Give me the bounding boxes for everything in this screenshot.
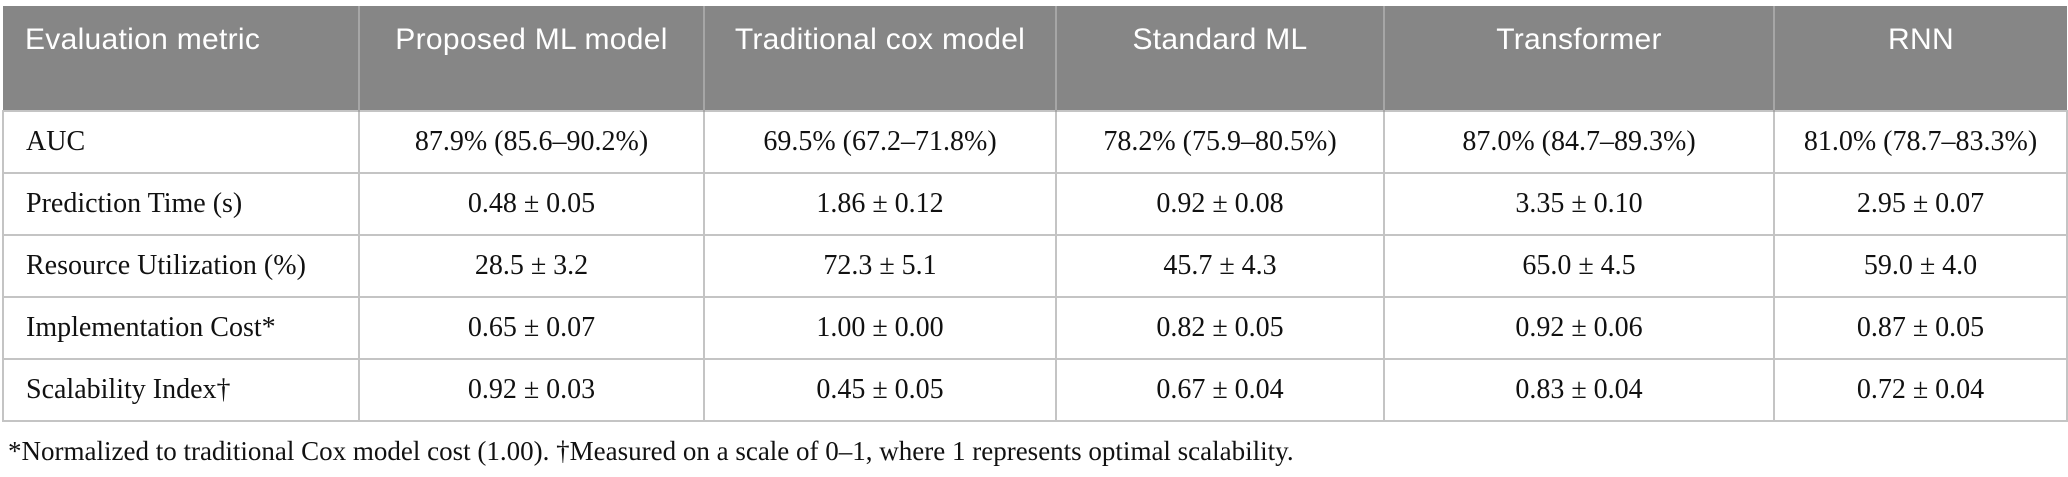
- value-cell: 0.45 ± 0.05: [703, 358, 1057, 422]
- header-cell-standard-ml: Standard ML: [1056, 6, 1385, 111]
- value-cell: 0.65 ± 0.07: [358, 296, 705, 360]
- value-cell: 0.83 ± 0.04: [1383, 358, 1775, 422]
- value-cell: 0.87 ± 0.05: [1773, 296, 2068, 360]
- table-row-prediction-time: Prediction Time (s) 0.48 ± 0.05 1.86 ± 0…: [2, 172, 2068, 236]
- value-cell: 69.5% (67.2–71.8%): [703, 110, 1057, 174]
- value-cell: 0.92 ± 0.03: [358, 358, 705, 422]
- metric-cell: Implementation Cost*: [2, 296, 360, 360]
- value-cell: 78.2% (75.9–80.5%): [1055, 110, 1385, 174]
- value-cell: 1.86 ± 0.12: [703, 172, 1057, 236]
- value-cell: 28.5 ± 3.2: [358, 234, 705, 298]
- table-row-implementation-cost: Implementation Cost* 0.65 ± 0.07 1.00 ± …: [2, 296, 2068, 360]
- model-comparison-table: Evaluation metric Proposed ML model Trad…: [2, 6, 2068, 422]
- value-cell: 0.72 ± 0.04: [1773, 358, 2068, 422]
- value-cell: 0.48 ± 0.05: [358, 172, 705, 236]
- value-cell: 1.00 ± 0.00: [703, 296, 1057, 360]
- value-cell: 59.0 ± 4.0: [1773, 234, 2068, 298]
- value-cell: 87.0% (84.7–89.3%): [1383, 110, 1775, 174]
- header-cell-rnn: RNN: [1774, 6, 2067, 111]
- value-cell: 87.9% (85.6–90.2%): [358, 110, 705, 174]
- metric-cell: Prediction Time (s): [2, 172, 360, 236]
- value-cell: 72.3 ± 5.1: [703, 234, 1057, 298]
- value-cell: 0.82 ± 0.05: [1055, 296, 1385, 360]
- table-footnote: *Normalized to traditional Cox model cos…: [8, 436, 1294, 466]
- header-cell-proposed-ml-model: Proposed ML model: [359, 6, 705, 111]
- value-cell: 65.0 ± 4.5: [1383, 234, 1775, 298]
- metric-cell: Resource Utilization (%): [2, 234, 360, 298]
- header-cell-transformer: Transformer: [1384, 6, 1775, 111]
- metric-cell: AUC: [2, 110, 360, 174]
- value-cell: 0.92 ± 0.06: [1383, 296, 1775, 360]
- value-cell: 0.92 ± 0.08: [1055, 172, 1385, 236]
- table-row-scalability-index: Scalability Index† 0.92 ± 0.03 0.45 ± 0.…: [2, 358, 2068, 422]
- metric-cell: Scalability Index†: [2, 358, 360, 422]
- table-row-auc: AUC 87.9% (85.6–90.2%) 69.5% (67.2–71.8%…: [2, 110, 2068, 174]
- header-cell-evaluation-metric: Evaluation metric: [3, 6, 360, 111]
- value-cell: 0.67 ± 0.04: [1055, 358, 1385, 422]
- header-cell-traditional-cox-model: Traditional cox model: [704, 6, 1057, 111]
- value-cell: 81.0% (78.7–83.3%): [1773, 110, 2068, 174]
- value-cell: 45.7 ± 4.3: [1055, 234, 1385, 298]
- value-cell: 2.95 ± 0.07: [1773, 172, 2068, 236]
- table-row-resource-utilization: Resource Utilization (%) 28.5 ± 3.2 72.3…: [2, 234, 2068, 298]
- value-cell: 3.35 ± 0.10: [1383, 172, 1775, 236]
- table-header-row: Evaluation metric Proposed ML model Trad…: [3, 6, 2067, 111]
